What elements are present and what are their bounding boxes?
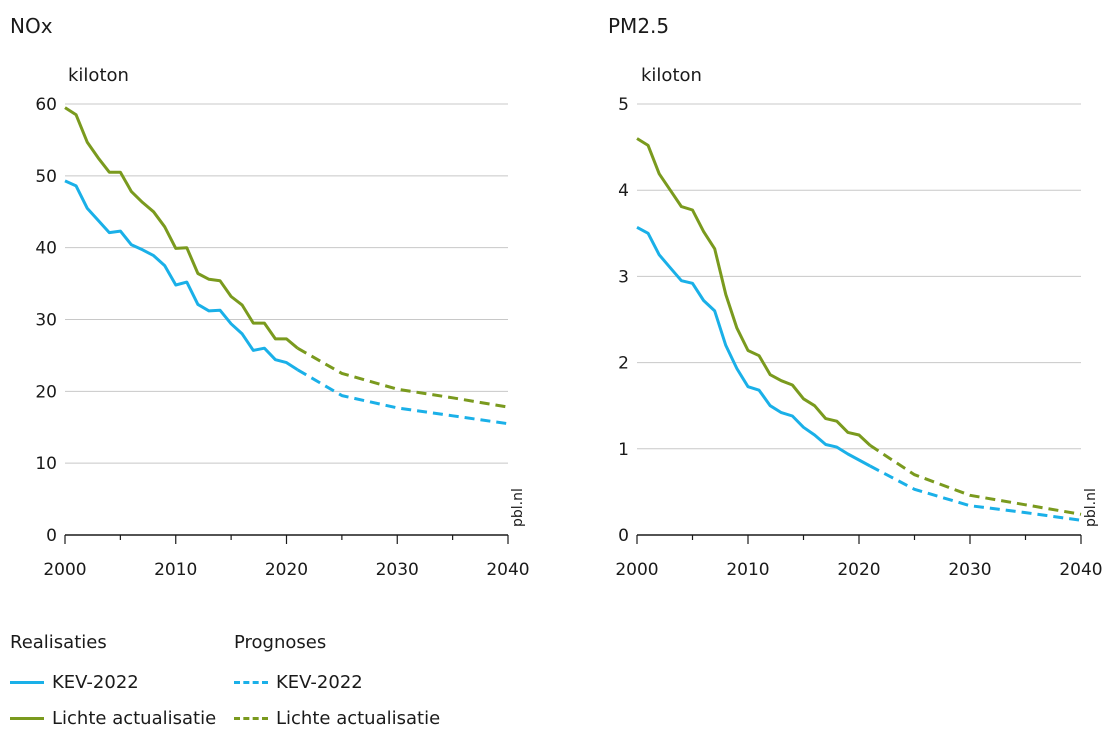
chart-title: NOx [10,14,53,38]
y-tick-label: 60 [35,95,57,115]
y-tick-label: 1 [618,440,629,460]
legend-label: KEV-2022 [52,672,139,693]
y-tick-label: 0 [618,526,629,546]
x-tick-label: 2000 [615,560,658,580]
legend-label: KEV-2022 [276,672,363,693]
legend-label: Lichte actualisatie [276,708,441,729]
x-tick-label: 2000 [43,560,86,580]
x-tick-label: 2010 [726,560,769,580]
series-line-realisaties-kev-2022 [636,225,871,468]
series-line-prognoses-kev-2022 [296,368,509,426]
x-tick-label: 2020 [265,560,308,580]
x-tick-label: 2040 [486,560,529,580]
legend-swatch-lichte-solid [10,717,44,720]
y-tick-label: 3 [618,267,629,287]
series-line-realisaties-lichte-actualisatie [64,106,299,350]
series-line-realisaties-lichte-actualisatie [636,137,872,447]
legend-realisaties-heading: Realisaties [10,632,107,653]
y-tick-label: 50 [35,167,57,187]
legend-item-prognoses-lichte: Lichte actualisatie [234,708,440,729]
legend-swatch-lichte-dashed [234,717,268,720]
legend-item-realisaties-kev: KEV-2022 [10,672,139,693]
y-tick-label: 20 [35,382,57,402]
y-tick-label: 4 [618,181,629,201]
y-tick-label: 2 [618,354,629,374]
legend-item-prognoses-kev: KEV-2022 [234,672,363,693]
y-tick-label: 0 [46,526,57,546]
x-tick-label: 2020 [837,560,880,580]
x-tick-label: 2030 [948,560,991,580]
watermark-text: pbl.nl [1083,488,1099,527]
series-line-realisaties-kev-2022 [64,179,299,372]
y-tick-label: 30 [35,311,57,331]
series-line-prognoses-lichte-actualisatie [296,346,509,409]
y-tick-label: 40 [35,239,57,259]
y-axis-unit-label: kiloton [641,65,702,86]
legend-prognoses-heading: Prognoses [234,632,327,653]
y-axis-unit-label: kiloton [68,65,129,86]
legend-label: Lichte actualisatie [52,708,217,729]
chart-title: PM2.5 [608,14,669,38]
chart-pm25: PM2.5 kiloton 0 1 2 3 4 5 2000 2010 2020 2030 2040 pb… [608,14,1103,580]
y-tick-label: 10 [35,454,57,474]
legend-swatch-kev-dashed [234,681,268,684]
x-tick-label: 2030 [376,560,419,580]
series-line-prognoses-lichte-actualisatie [869,444,1082,516]
watermark-text: pbl.nl [510,488,526,527]
x-tick-label: 2040 [1059,560,1102,580]
series-line-prognoses-kev-2022 [869,464,1082,522]
legend-item-realisaties-lichte: Lichte actualisatie [10,708,216,729]
legend-swatch-kev-solid [10,681,44,684]
x-tick-label: 2010 [154,560,197,580]
y-tick-label: 5 [618,95,629,115]
legend: Realisaties Prognoses KEV-2022 KEV-2022 … [0,628,520,733]
